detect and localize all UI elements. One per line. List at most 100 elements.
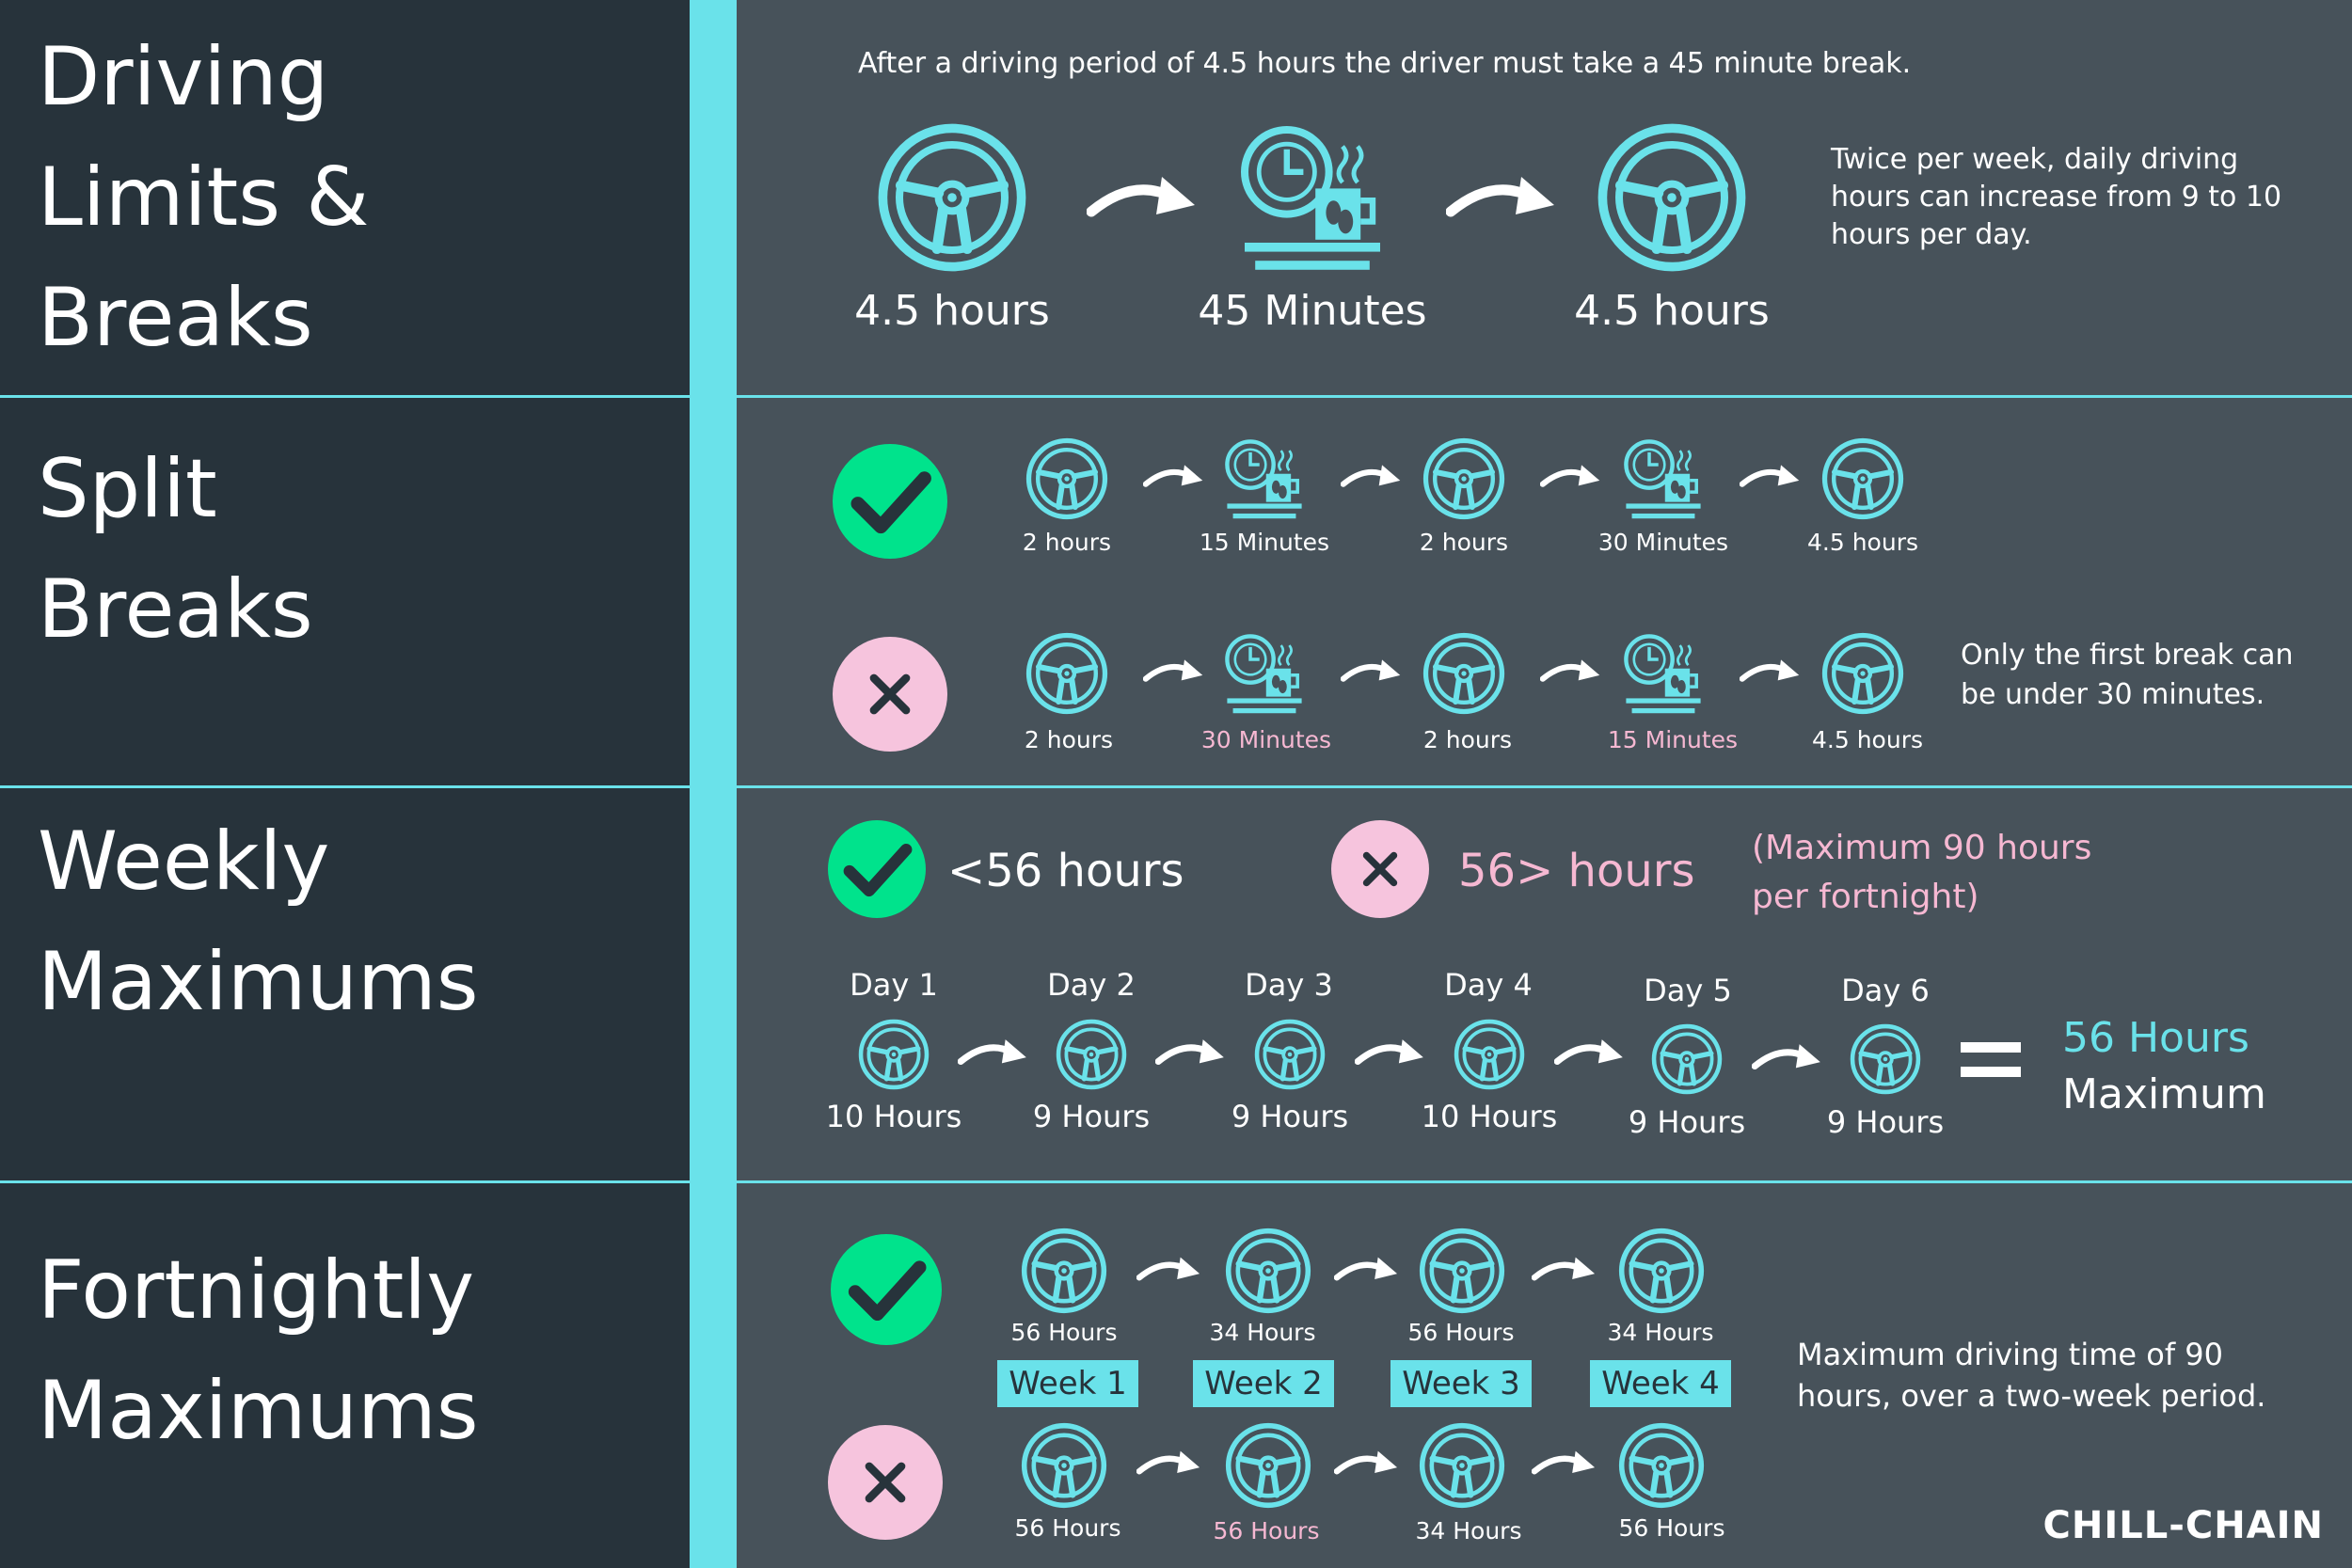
steering-wheel-icon (1618, 1422, 1705, 1509)
section-title-driving: Driving Limits & Breaks (38, 30, 370, 365)
steering-wheel-icon (1056, 1019, 1127, 1090)
steering-wheel-icon (1850, 1023, 1921, 1095)
week-tag: Week 4 (1590, 1360, 1731, 1407)
driving-note: Twice per week, daily driving hours can i… (1831, 143, 2282, 251)
equals-icon (1961, 1067, 2021, 1077)
steering-wheel-icon (1422, 437, 1505, 520)
coffee-break-icon (1622, 437, 1705, 520)
day-hours-label: 9 Hours (1826, 1104, 1945, 1140)
steering-wheel-icon (1419, 1227, 1505, 1314)
fortnight-wrong-label: 56 Hours (1618, 1514, 1725, 1542)
split-wrong-label-highlight: 30 Minutes (1200, 726, 1332, 753)
steering-wheel-icon (1821, 632, 1904, 715)
fortnight-wrong-label: 56 Hours (1014, 1514, 1121, 1542)
day-hours-label: 9 Hours (1032, 1099, 1151, 1134)
check-icon (828, 820, 926, 918)
driving-label-1: 4.5 hours (854, 287, 1050, 335)
arrow-right-icon (1136, 1253, 1202, 1286)
fortnight-wrong-label: 34 Hours (1415, 1517, 1522, 1544)
arrow-right-icon (1136, 1447, 1202, 1480)
fortnight-correct-label: 34 Hours (1607, 1319, 1714, 1346)
split-wrong-label: 4.5 hours (1812, 726, 1923, 753)
divider (737, 785, 2352, 788)
weekly-bad-label: 56> hours (1458, 845, 1695, 897)
arrow-right-icon (1143, 461, 1205, 492)
weekly-total-value: 56 Hours (2062, 1014, 2249, 1062)
check-icon (831, 1234, 942, 1345)
arrow-right-icon (1540, 656, 1602, 687)
coffee-break-icon (1237, 122, 1388, 273)
steering-wheel-icon (1021, 1422, 1107, 1509)
split-note: Only the first break can be under 30 minu… (1961, 639, 2294, 711)
driving-label-2: 4.5 hours (1574, 287, 1770, 335)
fortnight-note: Maximum driving time of 90 hours, over a … (1797, 1337, 2266, 1414)
cross-icon (828, 1425, 943, 1540)
split-correct-label: 2 hours (1022, 529, 1112, 556)
steering-wheel-icon (1254, 1019, 1326, 1090)
steering-wheel-icon (877, 122, 1027, 273)
day-hours-label: 9 Hours (1231, 1099, 1349, 1134)
arrow-right-icon (1740, 656, 1802, 687)
fortnight-correct-label: 34 Hours (1209, 1319, 1316, 1346)
equals-icon (1961, 1042, 2021, 1053)
split-correct-label: 15 Minutes (1199, 529, 1330, 556)
split-correct-label: 4.5 hours (1807, 529, 1918, 556)
day-label: Day 5 (1644, 973, 1732, 1008)
section-title-column (0, 0, 690, 1568)
split-wrong-label: 2 hours (1024, 726, 1114, 753)
divider (0, 785, 690, 788)
section-title-split: Split Breaks (38, 442, 313, 657)
steering-wheel-icon (1025, 632, 1108, 715)
arrow-right-icon (1446, 169, 1559, 226)
break-label: 45 Minutes (1198, 287, 1427, 335)
steering-wheel-icon (1422, 632, 1505, 715)
coffee-break-icon (1622, 632, 1705, 715)
divider (737, 395, 2352, 398)
section-title-weekly: Weekly Maximums (38, 815, 479, 1029)
fortnight-correct-label: 56 Hours (1010, 1319, 1118, 1346)
steering-wheel-icon (1225, 1227, 1311, 1314)
divider (0, 395, 690, 398)
steering-wheel-icon (858, 1019, 930, 1090)
week-tag: Week 2 (1193, 1360, 1334, 1407)
day-hours-label: 10 Hours (1421, 1099, 1558, 1134)
day-label: Day 6 (1841, 973, 1930, 1008)
day-label: Day 3 (1245, 967, 1333, 1003)
steering-wheel-icon (1821, 437, 1904, 520)
arrow-right-icon (1540, 461, 1602, 492)
cross-icon (833, 637, 947, 752)
arrow-right-icon (1532, 1253, 1597, 1286)
arrow-right-icon (1143, 656, 1205, 687)
divider (0, 1180, 690, 1183)
steering-wheel-icon (1454, 1019, 1525, 1090)
split-correct-label: 30 Minutes (1597, 529, 1729, 556)
accent-stripe (690, 0, 737, 1568)
brand-logo: CHILL-CHAIN (2042, 1504, 2324, 1547)
coffee-break-icon (1223, 632, 1306, 715)
steering-wheel-icon (1419, 1422, 1505, 1509)
week-tag: Week 3 (1391, 1360, 1532, 1407)
arrow-right-icon (1334, 1447, 1400, 1480)
day-hours-label: 10 Hours (825, 1099, 962, 1134)
steering-wheel-icon (1025, 437, 1108, 520)
arrow-right-icon (1355, 1035, 1426, 1070)
steering-wheel-icon (1597, 122, 1747, 273)
arrow-right-icon (958, 1035, 1029, 1070)
content-panel (737, 0, 2352, 1568)
arrow-right-icon (1341, 656, 1403, 687)
day-label: Day 2 (1047, 967, 1136, 1003)
weekly-total-label: Maximum (2062, 1070, 2266, 1118)
steering-wheel-icon (1618, 1227, 1705, 1314)
steering-wheel-icon (1021, 1227, 1107, 1314)
check-icon (833, 444, 947, 559)
driving-intro-text: After a driving period of 4.5 hours the … (858, 47, 1912, 80)
cross-icon (1331, 820, 1429, 918)
week-tag: Week 1 (997, 1360, 1138, 1407)
arrow-right-icon (1334, 1253, 1400, 1286)
steering-wheel-icon (1651, 1023, 1723, 1095)
steering-wheel-icon (1225, 1422, 1311, 1509)
day-label: Day 1 (850, 967, 938, 1003)
day-label: Day 4 (1444, 967, 1533, 1003)
section-title-fortnightly: Fortnightly Maximums (38, 1243, 479, 1458)
divider (737, 1180, 2352, 1183)
